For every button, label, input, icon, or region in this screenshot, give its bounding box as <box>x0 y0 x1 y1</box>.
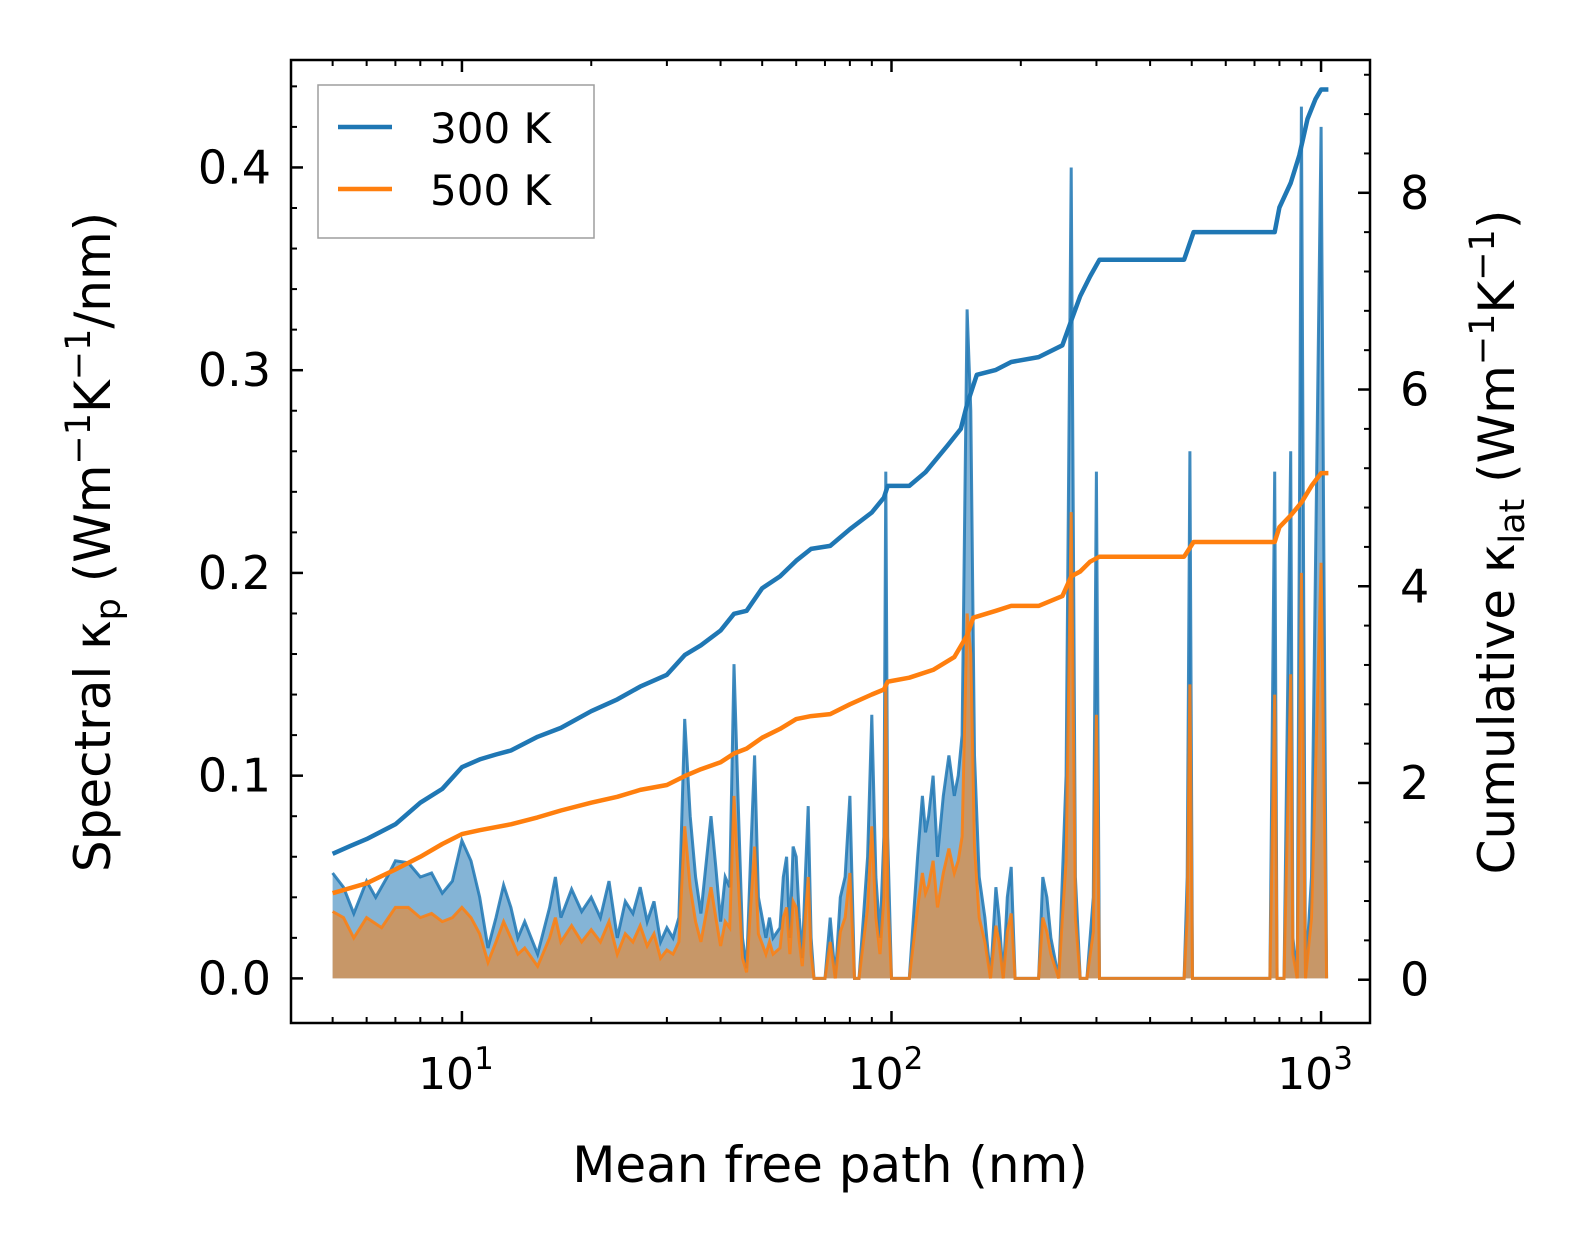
y-axis-left-label: Spectral κp (Wm−1K−1/nm) <box>59 212 129 872</box>
plot-frame <box>289 58 1372 1025</box>
y-left-tick-label: 0.0 <box>198 951 271 1005</box>
cumulative-line-500k <box>331 470 1329 896</box>
spectral-fills <box>331 106 1329 980</box>
y-left-tick-label: 0.3 <box>198 343 271 397</box>
y-left-tick-label: 0.4 <box>198 140 271 194</box>
axes <box>289 58 1372 1025</box>
x-tick-label: 101 <box>418 1041 494 1100</box>
x-axis-label: Mean free path (nm) <box>572 1136 1088 1194</box>
spectral-area-500k <box>332 512 1327 979</box>
spectral-outline-500k <box>331 512 1329 980</box>
legend-label-300k: 300 K <box>430 104 553 153</box>
y-left-tick-label: 0.2 <box>198 546 271 600</box>
y-right-tick-label: 8 <box>1400 166 1429 220</box>
ticks: 101 102 103 0.0 0.1 0.2 0.3 0.4 0 2 4 6 8 <box>198 60 1429 1100</box>
spectral-area-300k <box>332 106 1327 979</box>
y-left-tick-label: 0.1 <box>198 749 271 803</box>
legend-label-500k: 500 K <box>430 166 553 215</box>
cumulative-line-300k <box>331 87 1329 856</box>
y-right-tick-label: 2 <box>1400 756 1429 810</box>
y-right-tick-label: 0 <box>1400 953 1429 1007</box>
y-right-tick-label: 6 <box>1400 363 1429 417</box>
x-tick-label: 102 <box>848 1041 924 1100</box>
y-right-tick-label: 4 <box>1400 559 1429 613</box>
y-axis-right-label: Cumulative κlat (Wm−1K−1) <box>1463 210 1533 875</box>
x-tick-label: 103 <box>1277 1041 1353 1100</box>
cumulative-lines <box>331 87 1329 896</box>
legend: 300 K 500 K <box>317 84 595 239</box>
legend-frame <box>317 84 595 239</box>
